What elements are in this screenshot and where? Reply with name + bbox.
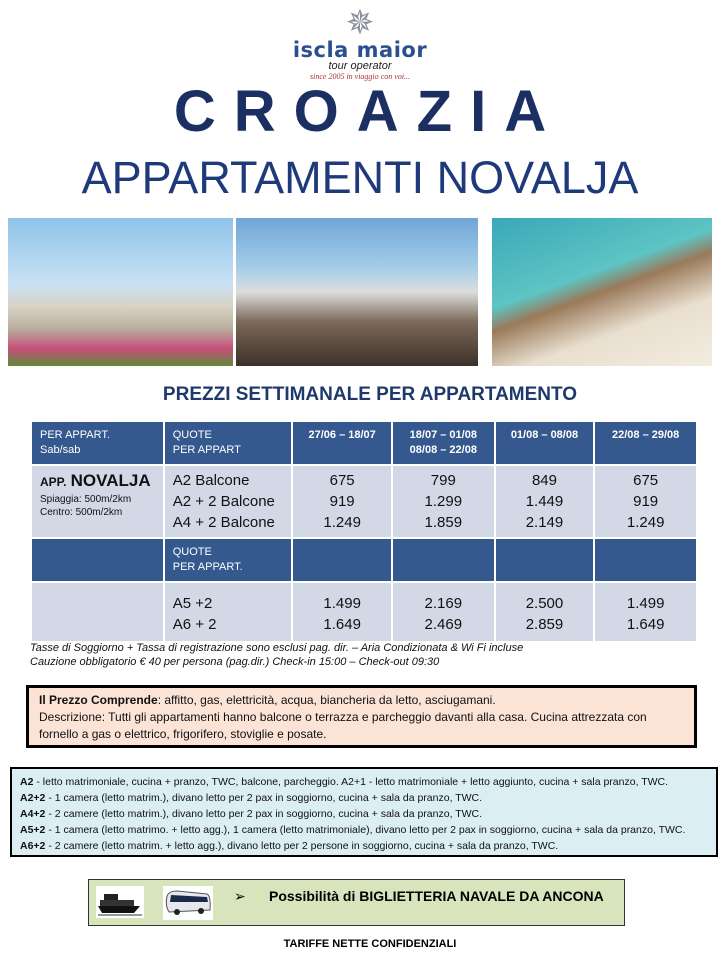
price: 2.859 — [525, 616, 564, 633]
spiaggia: Spiaggia: 500m/2km — [40, 494, 132, 505]
logo-sub: tour operator — [328, 60, 392, 72]
types-box: A2 - letto matrimoniale, cucina + pranzo… — [10, 767, 718, 857]
type-text: - 2 camere (letto matrim.), divano letto… — [45, 808, 483, 820]
header-text: Sab/sab — [40, 444, 81, 456]
app-name: NOVALJA — [70, 471, 151, 490]
price: 2.500 — [525, 595, 564, 612]
ticket-text: Possibilità di BIGLIETTERIA NAVALE DA AN… — [269, 888, 604, 904]
header-text: QUOTE — [172, 429, 212, 441]
ticket-box: ➢ Possibilità di BIGLIETTERIA NAVALE DA … — [88, 879, 625, 926]
type-cell: A2 Balcone A2 + 2 Balcone A4 + 2 Balcone — [162, 464, 294, 539]
apartment-type: A6 + 2 — [172, 616, 217, 633]
price: 1.649 — [323, 616, 361, 633]
photo-concert — [236, 218, 478, 366]
apartment-type: A4 + 2 Balcone — [172, 514, 275, 531]
logo-since: since 2005 in viaggio con voi... — [310, 72, 410, 81]
table-subheader: QUOTE PER APPART. — [30, 537, 698, 583]
price: 1.499 — [323, 595, 361, 612]
price: 1.299 — [424, 493, 463, 510]
photo-harbour — [8, 218, 233, 366]
price-cell: 1.499 1.649 — [593, 581, 698, 643]
price: 1.649 — [626, 616, 665, 633]
price: 1.449 — [525, 493, 564, 510]
bus-icon — [163, 886, 213, 920]
notes: Tasse di Soggiorno + Tassa di registrazi… — [30, 641, 523, 669]
type-text: - letto matrimoniale, cucina + pranzo, T… — [33, 776, 669, 788]
price-cell: 799 1.299 1.859 — [390, 464, 496, 539]
price: 2.169 — [424, 595, 463, 612]
price: 1.249 — [626, 514, 665, 531]
ship-icon — [96, 886, 144, 918]
price-table: PER APPART. Sab/sab QUOTE PER APPART 27/06… — [30, 420, 698, 643]
price: 799 — [430, 472, 456, 489]
type-line: A2+2 - 1 camera (letto matrim.), divano … — [20, 790, 708, 806]
price: 1.499 — [626, 595, 665, 612]
type-line: A2 - letto matrimoniale, cucina + pranzo… — [20, 774, 708, 790]
type-text: - 2 camere (letto matrim. + letto agg.),… — [45, 840, 559, 852]
price: 1.249 — [323, 514, 361, 531]
type-code: A6+2 — [20, 840, 46, 852]
price-cell: 675 919 1.249 — [291, 464, 393, 539]
header-text: QUOTE — [172, 546, 212, 558]
type-line: A4+2 - 2 camere (letto matrim.), divano … — [20, 806, 708, 822]
page-title: CROAZIA — [173, 79, 565, 144]
apartment-type: A5 +2 — [172, 595, 213, 612]
price: 2.469 — [424, 616, 463, 633]
header-date: 27/06 – 18/07 — [291, 420, 393, 466]
price: 675 — [329, 472, 355, 489]
price-cell: 675 919 1.249 — [593, 464, 698, 539]
header-date: 01/08 – 08/08 — [493, 420, 596, 466]
apartment-type: A2 Balcone — [172, 472, 250, 489]
includes-text: : affitto, gas, elettricità, acqua, bian… — [157, 693, 496, 707]
apartment-type: A2 + 2 Balcone — [172, 493, 275, 510]
logo: ✵ iscla maior tour operator since 2005 i… — [285, 6, 435, 82]
type-code: A4+2 — [20, 808, 46, 820]
note-line: Tasse di Soggiorno + Tassa di registrazi… — [30, 642, 524, 654]
note-line: Cauzione obbligatorio € 40 per persona (… — [30, 656, 440, 668]
page-subtitle: APPARTAMENTI NOVALJA — [81, 152, 639, 203]
includes-label: Il Prezzo Comprende — [39, 693, 158, 707]
price: 1.859 — [424, 514, 463, 531]
type-line: A5+2 - 1 camera (letto matrimo. + letto … — [20, 822, 708, 838]
price: 919 — [329, 493, 355, 510]
price: 675 — [633, 472, 659, 489]
header-text: PER APPART. — [40, 429, 110, 441]
price-cell: 849 1.449 2.149 — [493, 464, 596, 539]
type-cell: A5 +2 A6 + 2 — [162, 581, 294, 643]
logo-brand: iscla maior — [292, 38, 428, 62]
type-code: A2+2 — [20, 792, 46, 804]
app-label: APP. — [40, 475, 67, 489]
header-text: PER APPART — [172, 444, 241, 456]
header-date: 22/08 – 29/08 — [593, 420, 698, 466]
header-text: PER APPART. — [172, 561, 243, 573]
compass-star-icon: ✵ — [345, 4, 375, 42]
price: 919 — [633, 493, 659, 510]
table-header: PER APPART. Sab/sab QUOTE PER APPART 27/06… — [30, 420, 698, 466]
arrow-bullet-icon: ➢ — [234, 888, 246, 904]
header-date: 18/07 – 01/08 — [409, 429, 477, 441]
price: 849 — [531, 472, 557, 489]
table-row: A5 +2 A6 + 2 1.499 1.649 2.169 2.469 2.500 2… — [30, 581, 698, 643]
description: Descrizione: Tutti gli appartamenti hann… — [39, 710, 647, 741]
price-cell: 2.169 2.469 — [390, 581, 496, 643]
includes-box: Il Prezzo Comprende: affitto, gas, elett… — [26, 685, 697, 748]
price-cell: 2.500 2.859 — [493, 581, 596, 643]
type-text: - 1 camera (letto matrim.), divano letto… — [45, 792, 483, 804]
price-cell: 1.499 1.649 — [291, 581, 393, 643]
type-code: A5+2 — [20, 824, 46, 836]
footer-text: TARIFFE NETTE CONFIDENZIALI — [283, 938, 457, 950]
centro: Centro: 500m/2km — [40, 507, 123, 518]
photo-beach — [492, 218, 712, 366]
header-date: 08/08 – 22/08 — [409, 444, 477, 456]
type-text: - 1 camera (letto matrimo. + letto agg.)… — [45, 824, 686, 836]
type-code: A2 — [20, 776, 34, 788]
price: 2.149 — [525, 514, 564, 531]
type-line: A6+2 - 2 camere (letto matrim. + letto a… — [20, 838, 708, 854]
table-row: APP. NOVALJA Spiaggia: 500m/2km Centro: … — [30, 464, 698, 539]
section-title: PREZZI SETTIMANALE PER APPARTAMENTO — [162, 384, 578, 405]
